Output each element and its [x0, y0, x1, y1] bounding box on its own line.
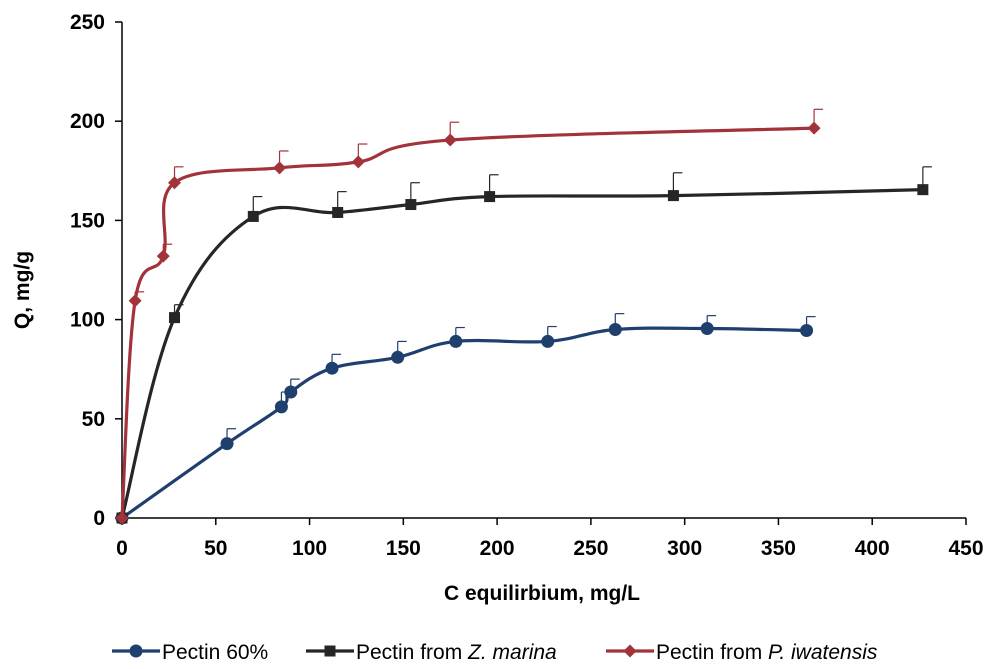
legend-marker [129, 644, 143, 658]
y-tick-label: 150 [70, 209, 105, 232]
x-tick-label: 50 [204, 537, 227, 560]
data-point [443, 133, 457, 147]
x-tick-label: 450 [948, 537, 983, 560]
data-point [700, 322, 714, 336]
series-line-0 [121, 326, 807, 520]
data-point [169, 312, 181, 324]
data-point [115, 511, 129, 525]
data-point [391, 350, 405, 364]
data-point [484, 191, 496, 203]
legend-label-species: Z. marina [467, 641, 557, 664]
data-point [351, 155, 365, 169]
data-point [168, 176, 182, 190]
legend-label-text: Pectin from [656, 641, 768, 664]
x-tick-label: 200 [480, 537, 515, 560]
data-point [541, 334, 555, 348]
data-point [128, 294, 142, 308]
y-tick-label: 250 [70, 11, 105, 34]
x-tick-label: 250 [573, 537, 608, 560]
data-point [449, 334, 463, 348]
legend-label-text: Pectin 60% [162, 641, 268, 664]
legend-marker [324, 645, 336, 657]
legend-label: Pectin from P. iwatensis [656, 641, 878, 664]
legend-label-species: P. iwatensis [768, 641, 878, 664]
x-tick-label: 150 [386, 537, 421, 560]
data-point [274, 400, 288, 414]
data-point [220, 437, 234, 451]
data-point [284, 385, 298, 399]
y-tick-label: 50 [82, 408, 105, 431]
data-point [273, 161, 287, 175]
y-tick-label: 100 [70, 309, 105, 332]
plot-area: 0 50 100 150 200 250 0 50 100 150 200 250 300 350 400 4… [11, 11, 984, 605]
y-axis-title: Q, mg/g [11, 251, 34, 329]
legend-label: Pectin 60% [162, 641, 268, 664]
x-axis-title: C equilirbium, mg/L [444, 582, 640, 605]
x-tick-label: 350 [761, 537, 796, 560]
legend-label: Pectin from Z. marina [356, 641, 557, 664]
data-point [405, 199, 417, 211]
data-point [332, 206, 344, 218]
x-tick-label: 400 [855, 537, 890, 560]
y-tick-label: 0 [93, 507, 105, 530]
data-point [156, 249, 170, 263]
data-point [247, 210, 259, 222]
legend-marker [623, 644, 637, 658]
data-point [667, 190, 679, 202]
legend-label-text: Pectin from [356, 641, 468, 664]
x-tick-label: 100 [292, 537, 327, 560]
series-line-1 [120, 188, 923, 519]
data-point [608, 323, 622, 337]
data-point [325, 361, 339, 375]
data-point [807, 121, 821, 135]
y-tick-label: 200 [70, 110, 105, 133]
data-point [917, 184, 929, 196]
data-point [800, 324, 814, 338]
x-tick-label: 300 [667, 537, 702, 560]
legend: Pectin 60% Pectin from Z. marina Pectin fr… [112, 641, 878, 664]
x-tick-label: 0 [116, 537, 128, 560]
